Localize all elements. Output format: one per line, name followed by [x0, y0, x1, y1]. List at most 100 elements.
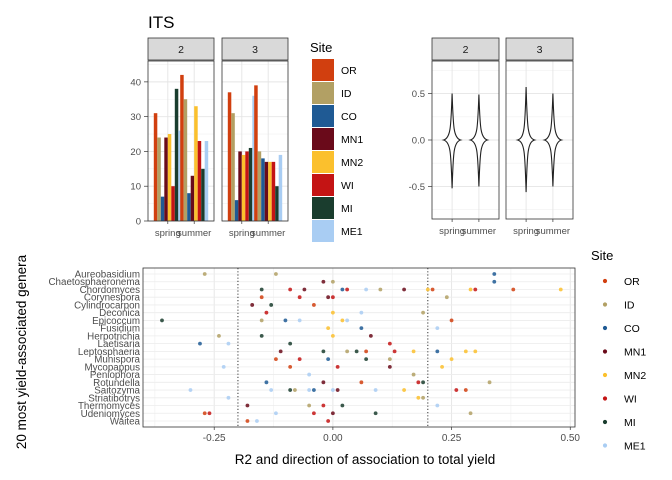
point-id: [444, 295, 449, 300]
point-wi: [345, 287, 350, 292]
point-co: [359, 326, 364, 331]
legend-bottom-key-mi: [602, 419, 608, 425]
bar-mn2-spring: [167, 134, 172, 221]
point-wi: [288, 287, 293, 292]
violin-x-tick-label: spring: [439, 226, 465, 237]
bar-y-tick-label: 20: [130, 147, 141, 158]
point-mn2: [463, 349, 468, 354]
point-mi: [354, 349, 359, 354]
legend-top-key-id: [312, 82, 334, 104]
point-mi: [288, 388, 293, 392]
legend-bottom-key-or: [602, 278, 608, 284]
point-id: [387, 357, 392, 362]
bar-co-spring: [160, 196, 165, 221]
point-mn2: [326, 326, 331, 331]
point-id: [330, 279, 335, 284]
bar-wi-spring: [171, 186, 175, 221]
point-me1: [330, 388, 335, 392]
bottom-y-axis-label: 20 most yield-associated genera: [14, 254, 29, 449]
point-mn1: [278, 349, 283, 354]
point-wi: [392, 349, 397, 354]
scatter-x-tick-label: 0.00: [323, 433, 343, 444]
point-mn2: [330, 310, 335, 315]
bar-or-summer: [180, 74, 184, 221]
genus-label: Epicoccum: [92, 316, 140, 327]
point-wi: [335, 364, 340, 369]
violin-spring: [441, 93, 463, 189]
point-mi: [421, 380, 425, 385]
legend-bottom-label-mn1: MN1: [624, 347, 646, 359]
legend-bottom-label-me1: ME1: [624, 441, 646, 453]
bar-mi-summer: [275, 186, 279, 221]
point-id: [274, 272, 278, 276]
bar-or-summer: [254, 85, 258, 221]
point-wi: [264, 310, 269, 315]
genus-label: Aureobasidium: [75, 270, 140, 281]
point-or: [245, 419, 250, 423]
point-wi: [387, 341, 392, 346]
point-id: [378, 287, 383, 292]
point-mn1: [250, 303, 255, 307]
legend-bottom-label-co: CO: [624, 323, 640, 335]
bar-mn1-spring: [164, 137, 168, 221]
violin-facet-strip: [431, 37, 500, 61]
point-co: [312, 388, 316, 392]
genus-label: Corynespora: [84, 293, 141, 304]
point-id: [468, 411, 473, 416]
bar-y-tick-label: 40: [130, 77, 141, 88]
point-co: [198, 341, 202, 346]
genus-label: Striatibotrys: [88, 393, 140, 404]
point-mi: [373, 411, 378, 416]
genus-label: Fusidium: [100, 324, 140, 335]
point-mn1: [330, 411, 335, 416]
point-mn2: [425, 287, 430, 292]
violin-y-tick-label: 0.5: [412, 89, 425, 100]
violin-summer: [468, 94, 490, 187]
bar-y-tick-label: 0: [136, 217, 141, 228]
bar-y-tick-label: 30: [130, 112, 141, 123]
point-co: [340, 287, 345, 292]
bar-wi-summer: [271, 161, 276, 221]
point-or: [364, 349, 369, 354]
violin-facet-label: 2: [463, 44, 469, 56]
legend-top: Site OR ID CO MN1 MN2 WI MI ME1: [310, 40, 363, 242]
bar-mi-spring: [174, 88, 179, 222]
legend-bottom: Site OR ID CO MN1 MN2 WI MI ME1: [591, 248, 646, 453]
legend-top-label-id: ID: [341, 88, 352, 100]
bar-me1-summer: [278, 154, 283, 221]
violin-summer: [542, 93, 564, 187]
point-or: [259, 295, 264, 300]
genus-label: Leptosphaeria: [78, 347, 141, 358]
point-me1: [297, 318, 302, 323]
point-wi: [473, 287, 478, 292]
point-id: [259, 318, 264, 323]
point-or: [430, 287, 435, 292]
legend-top-label-mn1: MN1: [341, 134, 363, 146]
point-mn1: [302, 287, 307, 292]
bar-mn2-summer: [268, 161, 272, 221]
bar-or-spring: [227, 92, 232, 221]
bar-id-summer: [183, 99, 188, 221]
legend-bottom-key-wi: [602, 396, 608, 401]
genus-label: Mycopappus: [84, 362, 140, 373]
genus-label: Chaetosphaeronema: [48, 277, 140, 288]
genus-label: Deconica: [99, 308, 140, 319]
legend-bottom-label-id: ID: [624, 300, 635, 312]
point-me1: [255, 419, 259, 423]
point-id: [345, 349, 350, 354]
point-mi: [340, 403, 345, 408]
bar-or-spring: [153, 113, 158, 221]
bar-facet-label: 3: [252, 44, 258, 56]
legend-bottom-label-mi: MI: [624, 417, 636, 429]
point-or: [463, 388, 468, 392]
bar-id-spring: [231, 113, 235, 221]
point-mn2: [411, 349, 416, 354]
violin-panel-border: [505, 60, 574, 220]
bar-wi-summer: [197, 141, 202, 221]
legend-top-label-wi: WI: [341, 180, 354, 192]
point-wi: [330, 295, 335, 300]
point-wi: [321, 403, 326, 408]
violin-facet-strip: [505, 37, 574, 61]
